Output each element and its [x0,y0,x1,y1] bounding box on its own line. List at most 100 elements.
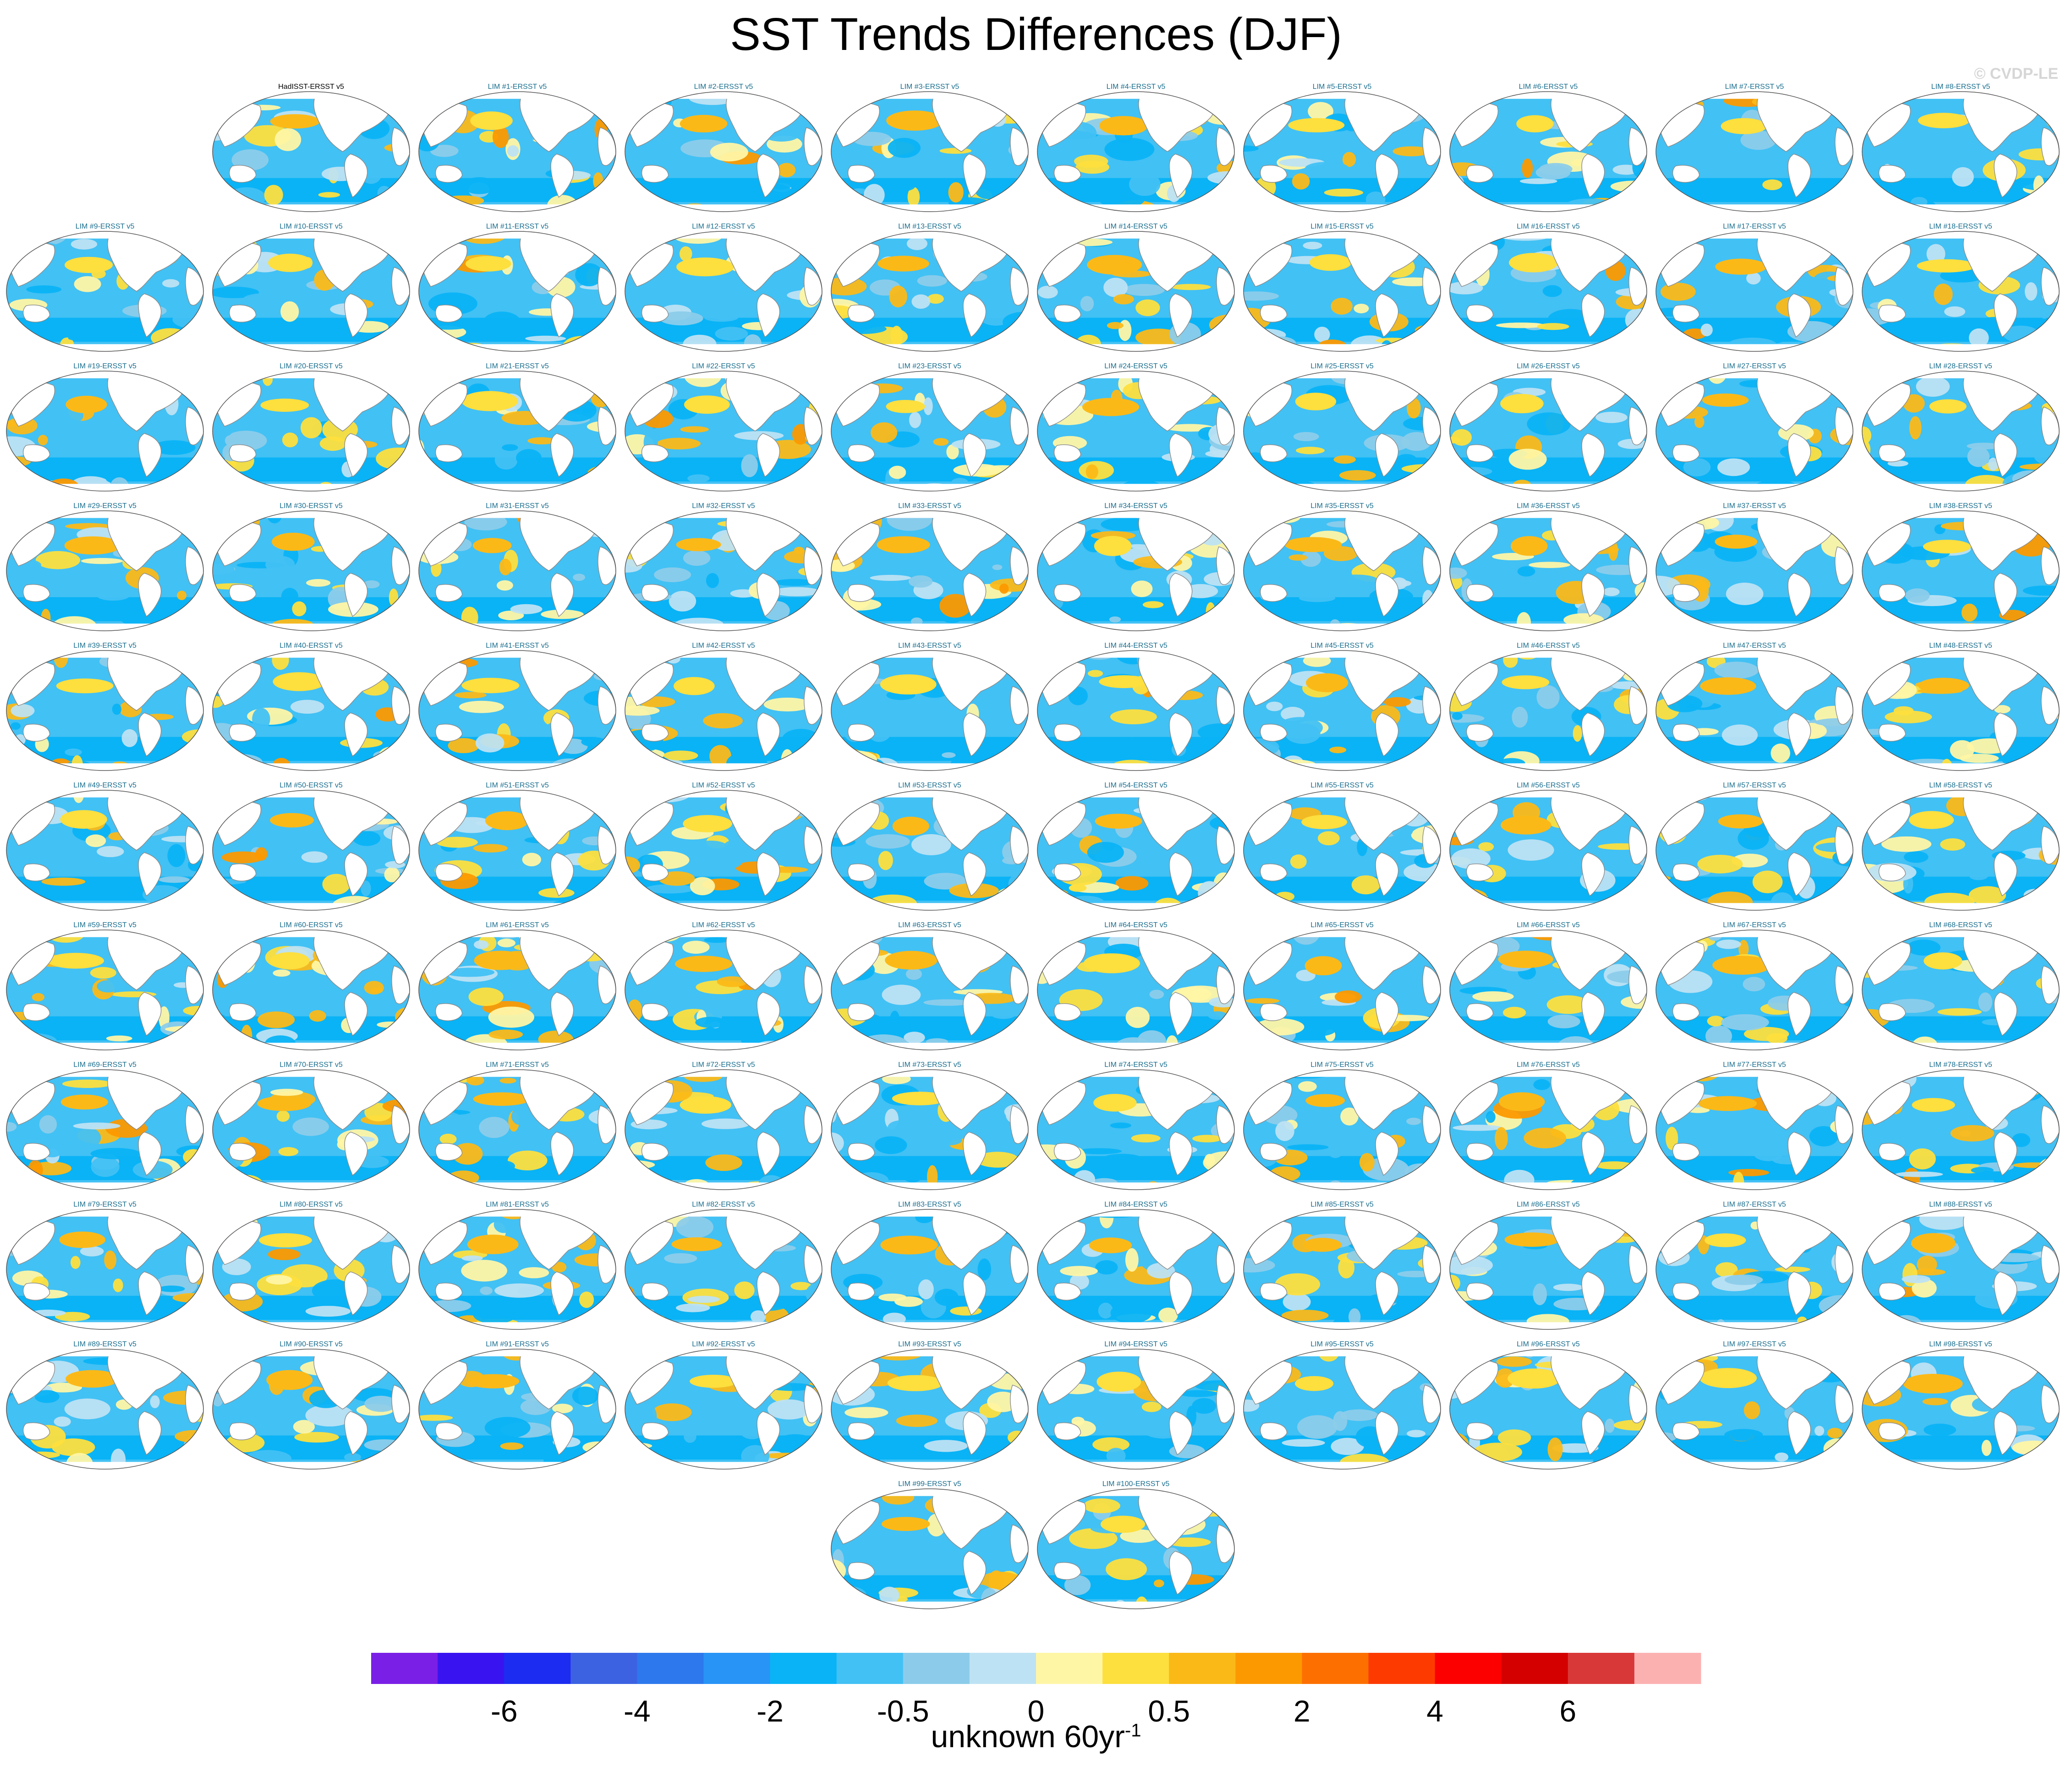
sst-field [1244,511,1441,631]
panel-title: LIM #83-ERSST v5 [898,1201,961,1208]
map-boundary [418,1209,616,1330]
panel-title: LIM #61-ERSST v5 [486,921,549,929]
panel-title: LIM #59-ERSST v5 [73,921,137,929]
map-boundary [418,650,616,771]
sst-field [419,650,616,771]
map-boundary [1655,650,1853,771]
panel-title: LIM #60-ERSST v5 [280,921,343,929]
panel-title: LIM #41-ERSST v5 [486,642,549,650]
map-boundary [831,1488,1029,1609]
map-boundary [625,1069,822,1190]
sst-field [625,1349,822,1469]
sst-field [1037,511,1234,631]
panel-title: LIM #46-ERSST v5 [1517,642,1580,650]
colorbar-tick-label: -6 [491,1694,518,1728]
map-boundary [1655,1069,1853,1190]
panel-title: LIM #79-ERSST v5 [73,1201,137,1208]
colorbar-swatch [371,1653,438,1684]
panel-title: LIM #63-ERSST v5 [898,921,961,929]
sst-field [1037,92,1234,212]
panel-title: LIM #43-ERSST v5 [898,642,961,650]
map-boundary [831,1349,1029,1470]
map-boundary [6,1349,204,1470]
panel-title: LIM #13-ERSST v5 [898,223,961,230]
map-boundary [6,929,204,1050]
colorbar-tick-label: 0 [1028,1694,1045,1728]
map-panel: LIM #49-ERSST v5 [6,782,204,911]
map-boundary [1243,1349,1441,1470]
panel-title: LIM #35-ERSST v5 [1310,502,1374,510]
panel-title: LIM #65-ERSST v5 [1310,921,1374,929]
panel-title: LIM #52-ERSST v5 [692,782,755,789]
map-boundary [831,231,1029,352]
map-boundary [1449,1349,1647,1470]
colorbar-swatch [770,1653,837,1684]
sst-field [1244,930,1441,1050]
panel-title: LIM #7-ERSST v5 [1725,83,1784,91]
map-boundary [625,510,822,631]
panel-title: LIM #88-ERSST v5 [1929,1201,1992,1208]
colorbar-tick-label: -4 [624,1694,651,1728]
map-panel: LIM #87-ERSST v5 [1655,1201,1853,1330]
panel-title: LIM #51-ERSST v5 [486,782,549,789]
sst-field [419,1209,616,1329]
panel-title: LIM #97-ERSST v5 [1723,1340,1786,1348]
chart-title: SST Trends Differences (DJF) [730,9,1342,60]
map-boundary [1449,91,1647,212]
sst-field [1656,930,1853,1050]
map-boundary [1655,231,1853,352]
panel-title: LIM #55-ERSST v5 [1310,782,1374,789]
colorbar-swatch [1235,1653,1302,1684]
map-boundary [1037,790,1235,911]
map-boundary [1862,1209,2060,1330]
map-boundary [1449,650,1647,771]
map-boundary [1243,1069,1441,1190]
panel-title: LIM #77-ERSST v5 [1723,1061,1786,1069]
map-boundary [831,510,1029,631]
panel-title: LIM #81-ERSST v5 [486,1201,549,1208]
panel-title: LIM #1-ERSST v5 [488,83,547,91]
map-boundary [831,91,1029,212]
map-panel: LIM #20-ERSST v5 [212,362,410,492]
map-panel: LIM #18-ERSST v5 [1862,223,2060,352]
panel-title: LIM #99-ERSST v5 [898,1480,961,1488]
map-boundary [625,790,822,911]
map-boundary [212,231,410,352]
sst-field [6,511,203,631]
map-boundary [212,371,410,492]
panel-title: LIM #10-ERSST v5 [280,223,343,230]
map-boundary [831,650,1029,771]
map-boundary [418,371,616,492]
panel-title: LIM #26-ERSST v5 [1517,362,1580,370]
map-boundary [418,1069,616,1190]
map-boundary [831,371,1029,492]
map-boundary [1655,929,1853,1050]
panel-title: LIM #92-ERSST v5 [692,1340,755,1348]
panel-title: LIM #40-ERSST v5 [280,642,343,650]
map-boundary [1862,650,2060,771]
colorbar-tick-label: 2 [1294,1694,1310,1728]
map-boundary [1243,510,1441,631]
units-text: unknown 60yr [931,1719,1125,1754]
map-boundary [212,91,410,212]
map-boundary [6,1209,204,1330]
map-panel: LIM #61-ERSST v5 [418,921,616,1050]
map-panel: LIM #67-ERSST v5 [1655,921,1853,1050]
panel-title: LIM #20-ERSST v5 [280,362,343,370]
map-boundary [625,650,822,771]
panel-title: LIM #62-ERSST v5 [692,921,755,929]
map-boundary [6,371,204,492]
sst-field [625,790,822,910]
colorbar-swatch [637,1653,704,1684]
panel-title: LIM #45-ERSST v5 [1310,642,1374,650]
panel-title: LIM #15-ERSST v5 [1310,223,1374,230]
panel-title: LIM #85-ERSST v5 [1310,1201,1374,1208]
panel-title: LIM #30-ERSST v5 [280,502,343,510]
colorbar-swatch [1501,1653,1568,1684]
sst-field [419,930,616,1050]
panel-title: LIM #64-ERSST v5 [1104,921,1168,929]
map-boundary [1243,929,1441,1050]
map-boundary [212,650,410,771]
